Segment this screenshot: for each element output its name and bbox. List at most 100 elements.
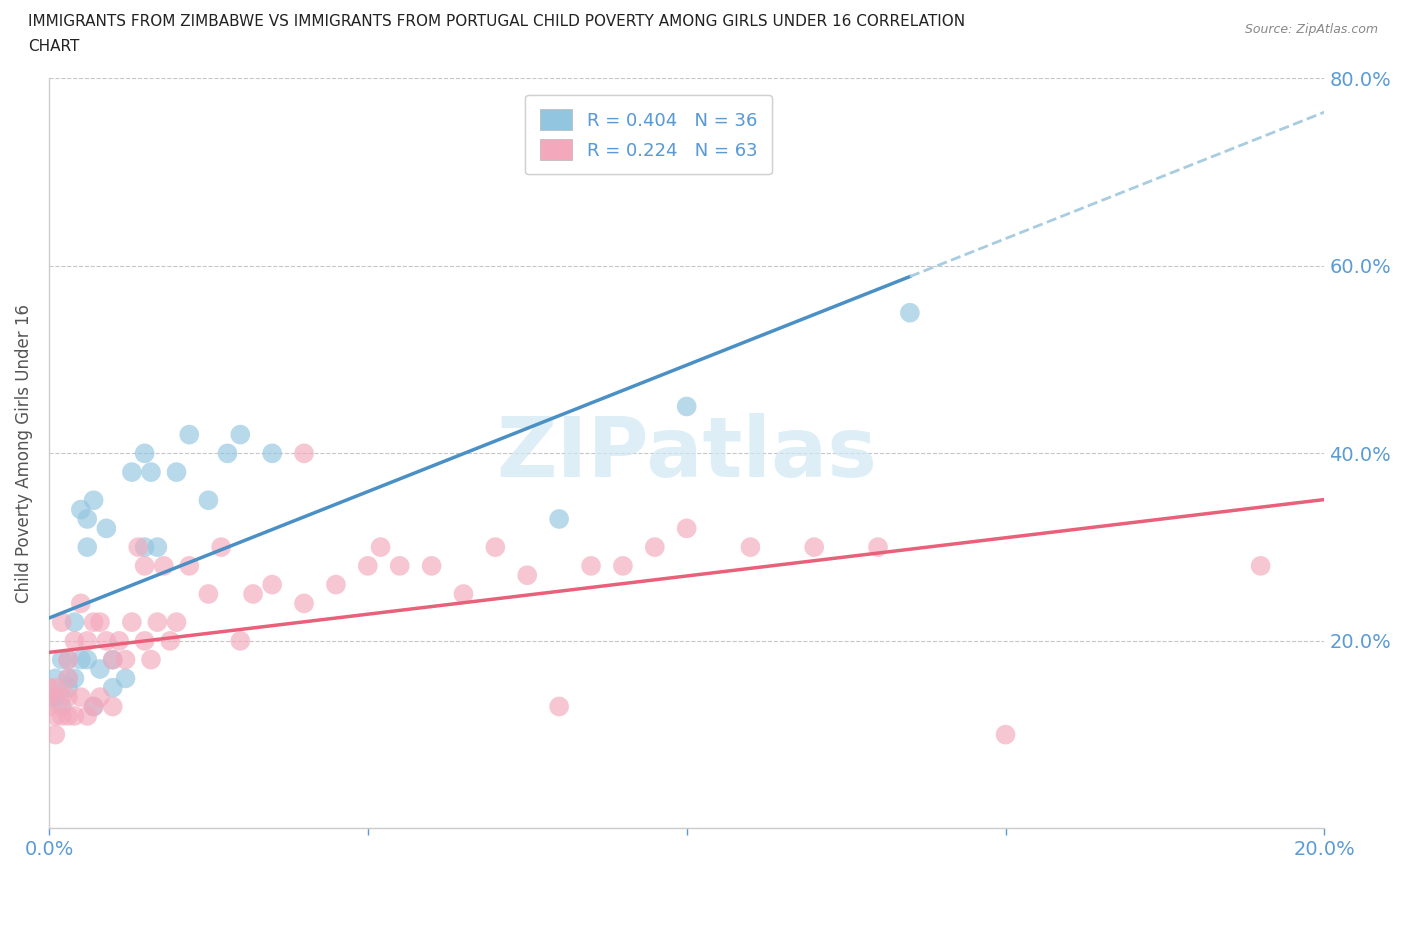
Point [179, 427, 201, 442]
Point [56, 681, 79, 696]
Point [579, 558, 602, 573]
Text: ZIPatlas: ZIPatlas [496, 413, 877, 494]
Point [63, 633, 86, 648]
Point [644, 539, 666, 554]
Point [89, 690, 111, 705]
Point [292, 445, 315, 460]
Point [388, 558, 411, 573]
Point [101, 681, 124, 696]
Point [51, 709, 73, 724]
Point [166, 465, 188, 480]
Y-axis label: Child Poverty Among Girls Under 16: Child Poverty Among Girls Under 16 [15, 304, 32, 603]
Point [56, 671, 79, 685]
Point [44, 709, 66, 724]
Point [134, 633, 156, 648]
Point [44, 727, 66, 742]
Point [44, 681, 66, 696]
Point [370, 539, 392, 554]
Point [159, 633, 181, 648]
Point [76, 633, 98, 648]
Point [96, 633, 118, 648]
Point [516, 568, 538, 583]
Point [229, 633, 252, 648]
Point [357, 558, 380, 573]
Point [139, 465, 162, 480]
Point [101, 699, 124, 714]
Point [898, 305, 921, 320]
Point [740, 539, 762, 554]
Point [63, 671, 86, 685]
Point [63, 709, 86, 724]
Point [83, 493, 105, 508]
Point [548, 512, 571, 526]
Point [675, 399, 697, 414]
Point [70, 596, 93, 611]
Point [166, 615, 188, 630]
Point [866, 539, 889, 554]
Point [83, 615, 105, 630]
Point [44, 690, 66, 705]
Point [803, 539, 825, 554]
Point [134, 539, 156, 554]
Point [420, 558, 443, 573]
Text: IMMIGRANTS FROM ZIMBABWE VS IMMIGRANTS FROM PORTUGAL CHILD POVERTY AMONG GIRLS U: IMMIGRANTS FROM ZIMBABWE VS IMMIGRANTS F… [28, 14, 966, 29]
Point [83, 699, 105, 714]
Point [146, 615, 169, 630]
Point [56, 709, 79, 724]
Point [548, 699, 571, 714]
Text: CHART: CHART [28, 39, 80, 54]
Point [179, 558, 201, 573]
Point [1250, 558, 1272, 573]
Point [134, 445, 156, 460]
Point [146, 539, 169, 554]
Point [76, 539, 98, 554]
Point [38, 690, 60, 705]
Text: Source: ZipAtlas.com: Source: ZipAtlas.com [1244, 23, 1378, 36]
Point [56, 652, 79, 667]
Point [134, 558, 156, 573]
Point [114, 652, 136, 667]
Point [262, 445, 284, 460]
Point [56, 671, 79, 685]
Point [994, 727, 1017, 742]
Point [101, 652, 124, 667]
Point [675, 521, 697, 536]
Point [51, 615, 73, 630]
Point [63, 615, 86, 630]
Point [197, 493, 219, 508]
Point [242, 587, 264, 602]
Point [453, 587, 475, 602]
Point [325, 578, 347, 592]
Point [70, 502, 93, 517]
Point [89, 661, 111, 676]
Point [121, 615, 143, 630]
Point [262, 578, 284, 592]
Point [484, 539, 506, 554]
Point [38, 699, 60, 714]
Point [152, 558, 174, 573]
Point [51, 699, 73, 714]
Point [127, 539, 149, 554]
Point [44, 671, 66, 685]
Point [51, 690, 73, 705]
Point [229, 427, 252, 442]
Point [56, 652, 79, 667]
Point [209, 539, 232, 554]
Point [38, 681, 60, 696]
Point [83, 699, 105, 714]
Point [217, 445, 239, 460]
Point [108, 633, 131, 648]
Point [197, 587, 219, 602]
Point [76, 709, 98, 724]
Point [70, 690, 93, 705]
Point [292, 596, 315, 611]
Point [51, 652, 73, 667]
Point [38, 690, 60, 705]
Point [96, 521, 118, 536]
Point [76, 512, 98, 526]
Point [101, 652, 124, 667]
Point [56, 690, 79, 705]
Point [76, 652, 98, 667]
Point [70, 652, 93, 667]
Point [139, 652, 162, 667]
